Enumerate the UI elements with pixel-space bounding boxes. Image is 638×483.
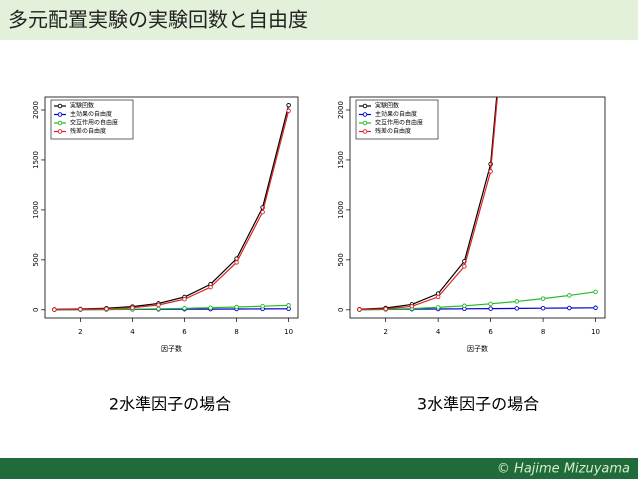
y-tick-label: 0 (32, 308, 40, 312)
data-point (156, 302, 161, 308)
y-tick-label: 500 (337, 253, 345, 266)
plot-frame (349, 96, 606, 319)
data-point (435, 294, 441, 300)
series-line (359, 291, 596, 311)
x-tick-label: 6 (182, 328, 187, 336)
legend-marker (362, 129, 368, 134)
legend-label: 実験回数 (70, 102, 94, 110)
data-point (130, 305, 135, 310)
legend-label: 実験回数 (375, 102, 399, 110)
data-point (567, 293, 572, 298)
footer-bar (0, 458, 638, 479)
x-tick-label: 2 (383, 328, 387, 336)
data-point (234, 304, 239, 310)
y-tick-label: 1500 (32, 151, 40, 169)
slide-title: 多元配置実験の実験回数と自由度 (8, 8, 308, 32)
y-tick-label: 500 (32, 253, 40, 266)
y-tick-label: 1500 (337, 151, 345, 169)
data-point (156, 306, 161, 312)
data-point (286, 102, 291, 108)
y-tick-label: 1000 (32, 201, 40, 219)
data-point (208, 284, 213, 290)
plot-area (52, 102, 291, 313)
y-tick-label: 0 (337, 308, 345, 312)
data-point (52, 307, 57, 312)
data-point (286, 108, 291, 114)
data-point (567, 305, 572, 311)
series-line (54, 110, 290, 311)
data-point (357, 307, 362, 312)
data-point (409, 304, 415, 309)
series-line (359, 97, 498, 310)
x-axis-label: 因子数 (161, 344, 182, 353)
legend-marker (57, 103, 63, 109)
legend-marker (362, 112, 368, 117)
x-tick-label: 8 (541, 328, 545, 336)
data-point (383, 306, 388, 312)
legend-marker (57, 112, 63, 117)
data-point (593, 305, 598, 311)
data-point (435, 305, 441, 310)
x-tick-label: 6 (488, 328, 493, 336)
footer: © Hajime Mizuyama (497, 462, 630, 477)
chart: 2 4 6 8 10 0 500 1000 1500 2000 因子数 2水準因子の場合 実験回数主効果… (32, 96, 299, 414)
legend-label: 残差の自由度 (70, 127, 106, 135)
x-tick-label: 4 (130, 328, 135, 336)
x-tick-label: 10 (591, 328, 600, 336)
caption: 3水準因子の場合 (417, 395, 539, 414)
data-point (462, 303, 467, 309)
x-axis-label: 因子数 (467, 344, 488, 353)
x-tick-label: 10 (284, 328, 293, 336)
data-point (260, 209, 265, 215)
data-point (488, 301, 493, 307)
data-point (488, 169, 493, 174)
data-point (462, 264, 467, 269)
legend-label: 主効果の自由度 (375, 110, 417, 118)
data-point (488, 306, 493, 311)
y-tick-label: 2000 (32, 101, 40, 119)
y-tick-label: 1000 (337, 201, 345, 219)
x-tick-label: 8 (234, 328, 238, 336)
legend-marker (362, 120, 368, 126)
data-point (234, 260, 239, 265)
data-point (208, 305, 213, 310)
legend-label: 主効果の自由度 (70, 110, 112, 118)
title-bar (0, 0, 638, 40)
legend-label: 交互作用の自由度 (375, 119, 423, 127)
data-point (78, 307, 83, 312)
data-point (182, 306, 187, 311)
legend-marker (57, 129, 63, 134)
data-point (540, 296, 546, 301)
caption: 2水準因子の場合 (109, 395, 231, 414)
plot-area (357, 97, 598, 313)
x-tick-label: 2 (78, 328, 82, 336)
data-point (514, 299, 520, 304)
chart: 2 4 6 8 10 0 500 1000 1500 2000 因子数 3水準因子の場合 実験回数主効果… (337, 96, 606, 414)
x-tick-label: 4 (436, 328, 441, 336)
series-line (359, 97, 498, 311)
data-point (593, 289, 598, 295)
data-point (514, 306, 520, 311)
data-point (260, 303, 265, 309)
plot-frame (44, 96, 299, 319)
data-point (104, 306, 109, 312)
legend-marker (57, 120, 63, 126)
data-point (540, 305, 546, 311)
legend-marker (362, 103, 368, 109)
data-point (182, 296, 187, 302)
data-point (286, 303, 291, 308)
legend-label: 交互作用の自由度 (70, 119, 118, 127)
legend-label: 残差の自由度 (375, 127, 411, 135)
y-tick-label: 2000 (337, 101, 345, 119)
